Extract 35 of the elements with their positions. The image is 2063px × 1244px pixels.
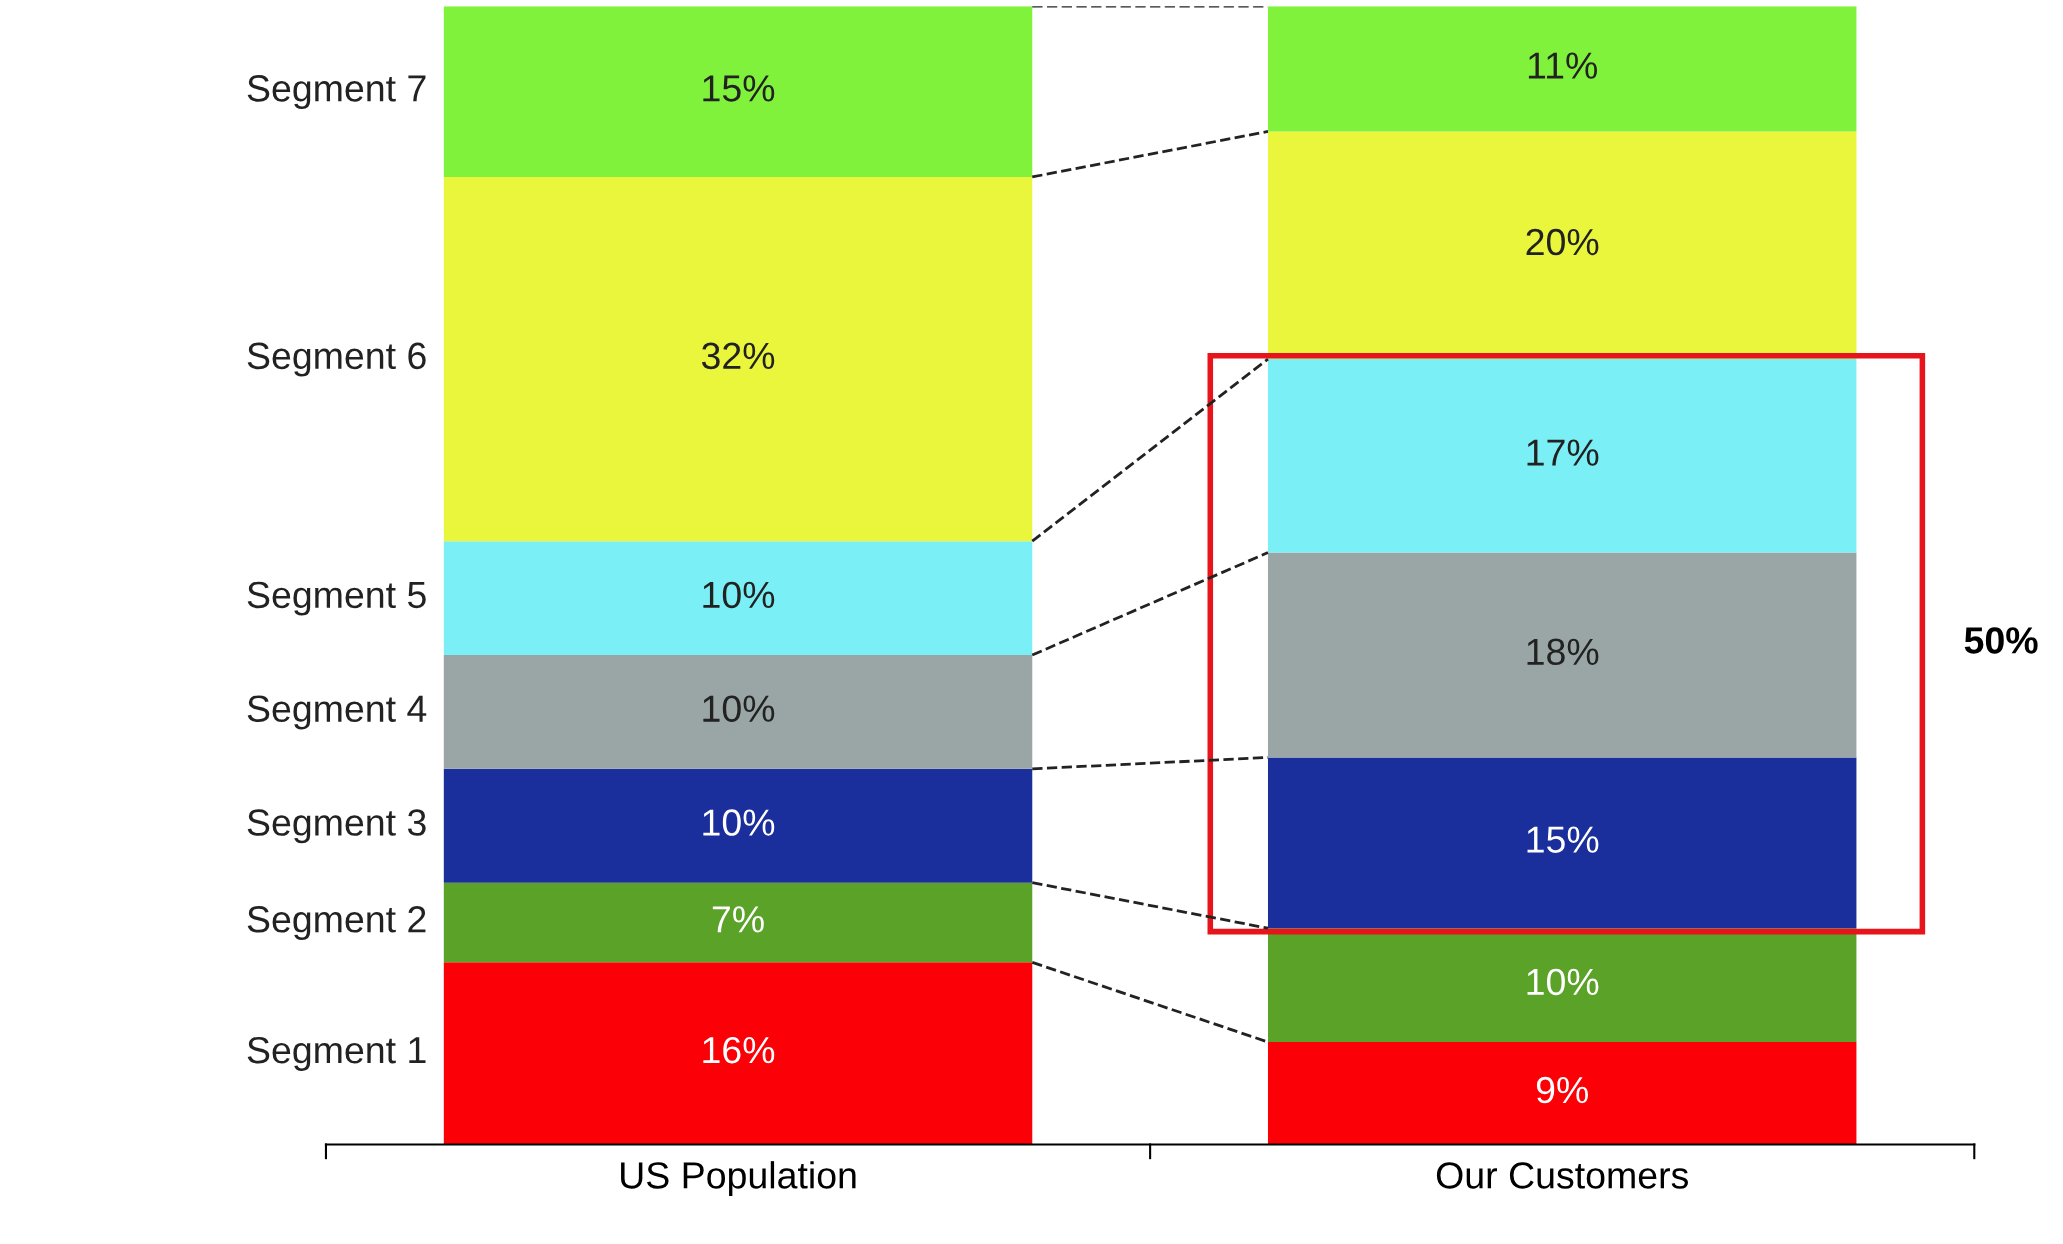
series-label: Segment 1	[247, 1036, 426, 1071]
series-label: Segment 7	[247, 75, 426, 110]
data-label: 15%	[703, 75, 775, 102]
data-label: 9%	[1536, 1076, 1588, 1104]
bar	[1267, 928, 1857, 1043]
bar	[443, 176, 1033, 542]
series-label: Segment 6	[247, 342, 426, 377]
data-label: 15%	[1527, 826, 1599, 853]
data-label: 32%	[701, 342, 775, 370]
data-label: 10%	[703, 809, 775, 836]
bar	[443, 655, 1033, 769]
bar	[443, 541, 1033, 656]
data-label: 11%	[1528, 52, 1598, 79]
data-label: 10%	[703, 695, 775, 723]
bar	[443, 768, 1033, 883]
data-label: 17%	[1527, 439, 1599, 466]
annotation: 50%	[1964, 627, 2038, 654]
bar	[443, 962, 1033, 1145]
data-label: 10%	[703, 581, 775, 609]
series-label: Segment 4	[247, 695, 427, 730]
bar	[1267, 6, 1857, 132]
data-label: 7%	[712, 906, 764, 933]
data-label: 18%	[1527, 638, 1599, 666]
series-label: Segment 3	[247, 809, 426, 844]
bar	[443, 882, 1033, 963]
data-label: 20%	[1526, 228, 1599, 256]
bar	[1267, 757, 1857, 929]
data-label: 10%	[1527, 968, 1599, 996]
x-tick-label: US Population	[621, 1161, 856, 1197]
bar	[1267, 1042, 1857, 1145]
series-label: Segment 2	[247, 906, 426, 940]
bar	[443, 6, 1033, 177]
data-label: 16%	[703, 1036, 775, 1064]
series-label: Segment 5	[247, 581, 426, 616]
x-tick-label: Our Customers	[1436, 1162, 1688, 1189]
